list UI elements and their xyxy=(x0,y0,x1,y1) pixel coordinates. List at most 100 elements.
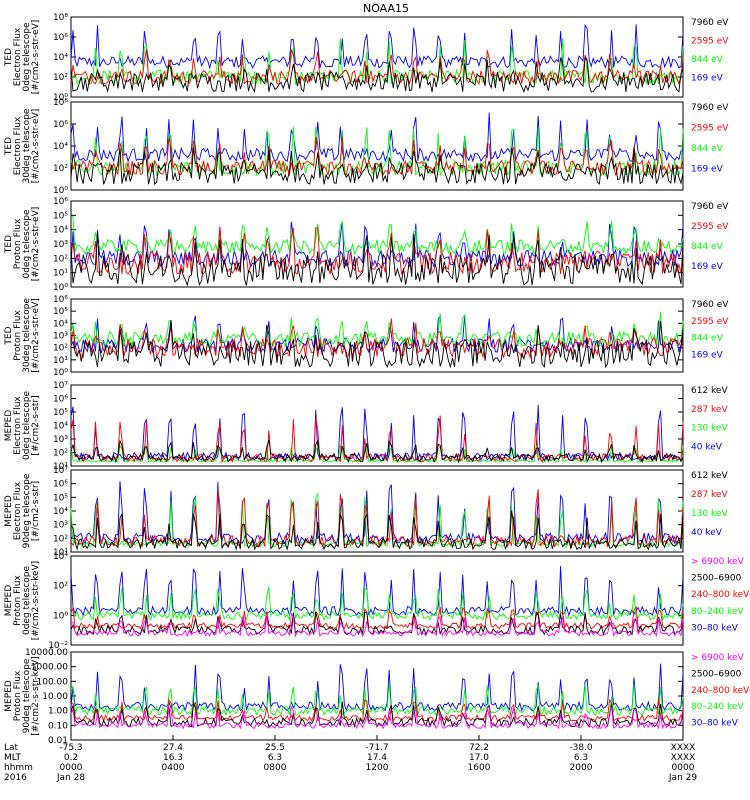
x-tick-label: 1200 xyxy=(366,763,389,773)
series-line xyxy=(70,492,684,548)
y-tick-label: 10⁵ xyxy=(53,307,68,317)
legend-entry: 2595 eV xyxy=(691,124,729,134)
legend-entry: 240–800 keV xyxy=(691,686,750,696)
series-line xyxy=(70,612,684,638)
x-tick-label: 16.3 xyxy=(163,753,183,763)
y-tick-label: 10⁶ xyxy=(53,33,68,43)
y-tick-label: 10⁻² xyxy=(48,641,68,651)
y-axis-label-line: MEPED xyxy=(4,495,14,527)
y-tick-label: 10⁵ xyxy=(53,493,68,503)
x-row-label: MLT xyxy=(4,753,22,763)
y-tick-label: 10⁴ xyxy=(53,142,68,152)
y-tick-label: 10⁶ xyxy=(53,197,68,207)
series-line xyxy=(70,147,684,186)
y-tick-label: 10² xyxy=(53,449,68,459)
series-line xyxy=(70,705,684,730)
y-axis-label-line: [#/cm2-s-str] xyxy=(31,481,41,541)
series-line xyxy=(70,56,684,93)
x-tick-label: Jan 28 xyxy=(56,773,85,783)
y-axis-label-line: [#/cm2-s-str-eV] xyxy=(31,207,41,282)
y-tick-label: 10⁴ xyxy=(53,53,68,63)
legend-entry: 169 eV xyxy=(691,165,724,175)
series-line xyxy=(70,23,684,70)
legend-entry: 2595 eV xyxy=(691,317,729,327)
x-tick-label: 1600 xyxy=(468,763,491,773)
y-axis-label-line: MEPED xyxy=(4,410,14,442)
y-tick-label: 10³ xyxy=(53,332,68,342)
y-tick-label: 10² xyxy=(53,534,68,544)
legend-entry: 287 keV xyxy=(691,405,728,415)
y-tick-label: 10² xyxy=(53,344,68,354)
y-tick-label: 10⁸ xyxy=(53,13,68,23)
y-tick-label: 10² xyxy=(53,582,68,592)
x-tick-label: 27.4 xyxy=(163,743,183,753)
legend-entry: 2595 eV xyxy=(691,222,729,232)
panel-6: 10¹ 10² 10³ 10⁴ 10⁵ 10⁶ 10⁷ MEPED Electron Flux 9… xyxy=(4,466,728,558)
y-tick-label: 10⁸ xyxy=(53,98,68,108)
panel-7: 10⁻² 10⁰ 10² 10⁴ MEPED Proton Flux 0deg telesc… xyxy=(4,552,750,651)
x-tick-label: 17.4 xyxy=(367,753,387,763)
y-axis-label: TED Proton Flux 0deg telescope [#/cm2-s-str… xyxy=(4,207,41,282)
series-line xyxy=(70,481,684,546)
y-axis-label-line: Proton Flux xyxy=(13,310,23,361)
y-axis-label-line: [#/cm2-s-str-keV] xyxy=(31,561,41,640)
y-axis-label-line: 90deg telescope xyxy=(22,658,32,733)
legend-entry: 169 eV xyxy=(691,350,724,360)
series-line xyxy=(70,586,684,622)
panel-frame xyxy=(70,555,684,646)
y-axis-label: TED Electron Flux 0deg telescope [#/cm2-s-s… xyxy=(4,20,41,95)
x-tick-label: -38.0 xyxy=(569,743,593,753)
y-tick-label: 10⁴ xyxy=(53,319,68,329)
series-line xyxy=(70,663,684,712)
y-axis-label-line: MEPED xyxy=(4,680,14,712)
y-tick-label: 10¹ xyxy=(53,269,68,279)
y-tick-label: 10⁵ xyxy=(53,211,68,221)
y-axis-label-line: TED xyxy=(4,326,14,345)
y-tick-label: 10⁷ xyxy=(53,381,68,391)
y-axis-label-line: 30deg telescope xyxy=(22,108,32,183)
panel-3: 10⁰ 10¹ 10² 10³ 10⁴ 10⁵ 10⁶ TED Proton Flux 0deg … xyxy=(4,197,729,293)
y-axis-label-line: [#/cm2-s-str-eV] xyxy=(31,109,41,184)
series-line xyxy=(70,48,684,86)
x-tick-label: 72.2 xyxy=(469,743,489,753)
x-row-label: 2016 xyxy=(4,773,27,783)
panel-5: 10¹ 10² 10³ 10⁴ 10⁵ 10⁶ 10⁷ MEPED Electron Flux 0… xyxy=(4,381,728,472)
legend-entry: 2500–6900 xyxy=(691,574,742,584)
y-axis-label: MEPED Proton Flux 90deg telescope [#/cm2-s-… xyxy=(4,656,41,735)
y-tick-label: 10⁶ xyxy=(53,295,68,305)
y-tick-label: 10¹ xyxy=(53,548,68,558)
y-axis-label-line: Electron Flux xyxy=(13,396,23,455)
series-line xyxy=(70,226,684,276)
y-axis-label-line: Proton Flux xyxy=(13,670,23,721)
legend-entry: 40 keV xyxy=(691,528,723,538)
y-tick-label: 10⁰ xyxy=(53,186,68,196)
y-axis-label-line: 0deg telescope xyxy=(22,209,32,279)
y-tick-label: 10⁰ xyxy=(53,93,68,103)
legend-entry: 612 keV xyxy=(691,386,728,396)
series-line xyxy=(70,126,684,177)
y-axis-label-line: [#/cm2-s-str-keV] xyxy=(31,656,41,735)
y-axis-label-line: [#/cm2-s-str-eV] xyxy=(31,298,41,373)
y-axis-label: TED Electron Flux 30deg telescope [#/cm2-s-… xyxy=(4,108,41,183)
y-axis-label: MEPED Electron Flux 90deg telescope [#/cm2-… xyxy=(4,473,41,548)
series-line xyxy=(70,697,684,723)
legend-entry: 169 eV xyxy=(691,74,724,84)
y-axis-label-line: TED xyxy=(4,137,14,156)
y-tick-label: 10⁰ xyxy=(53,368,68,378)
x-tick-label: 6.3 xyxy=(268,753,282,763)
legend-entry: > 6900 keV xyxy=(691,557,745,567)
legend-entry: 844 eV xyxy=(691,144,724,154)
x-tick-label: 0.2 xyxy=(64,753,78,763)
x-tick-label: 0800 xyxy=(264,763,287,773)
series-line xyxy=(70,318,684,360)
x-tick-label: -71.7 xyxy=(365,743,388,753)
y-tick-label: 10¹ xyxy=(53,356,68,366)
y-tick-label: 10⁶ xyxy=(53,395,68,405)
legend-entry: 844 eV xyxy=(691,242,724,252)
legend-entry: 80–240 keV xyxy=(691,607,744,617)
y-tick-label: 10⁰ xyxy=(53,611,68,621)
legend-entry: 40 keV xyxy=(691,442,723,452)
series-line xyxy=(70,701,684,728)
legend-entry: 844 eV xyxy=(691,55,724,65)
